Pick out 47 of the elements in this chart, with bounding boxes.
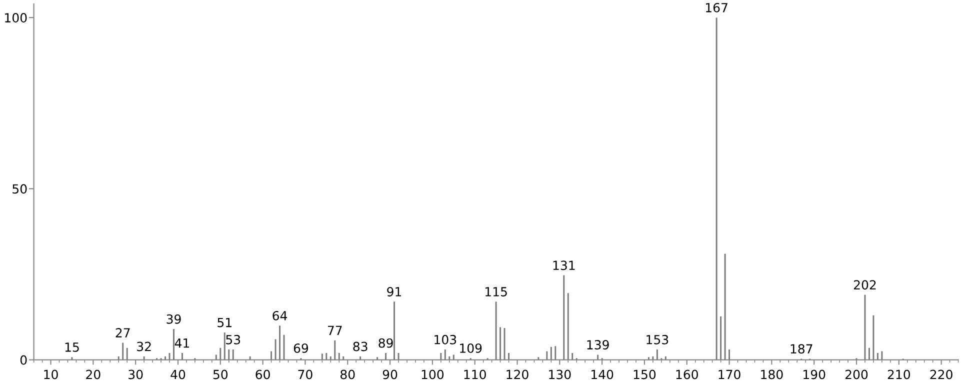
annotation: 77: [328, 326, 342, 335]
x-tick-label: 160: [676, 370, 698, 380]
annotation: 51: [218, 318, 232, 328]
x-tick-label: 190: [804, 370, 826, 380]
y-tick-label: 0: [20, 355, 27, 365]
x-tick-label: 100: [422, 370, 444, 380]
x-tick-label: 150: [634, 370, 656, 380]
annotation: 27: [116, 328, 130, 338]
annotation: 15: [65, 342, 79, 352]
x-tick-label: 170: [718, 370, 740, 380]
y-tick-label: 50: [12, 184, 27, 194]
annotation: 153: [646, 334, 668, 344]
annotation: 187: [790, 344, 812, 354]
x-tick-label: 70: [298, 370, 312, 380]
x-tick-label: 110: [464, 370, 486, 380]
annotation: 39: [166, 314, 181, 324]
annotation: 109: [460, 343, 482, 353]
x-tick-label: 50: [213, 370, 228, 380]
y-tick-label: 100: [5, 13, 27, 23]
annotation: 115: [485, 287, 507, 296]
annotation: 53: [226, 334, 240, 344]
x-tick-label: 120: [506, 370, 528, 380]
annotation: 139: [587, 340, 609, 350]
annotation: 167: [706, 2, 728, 12]
x-tick-label: 40: [170, 370, 186, 380]
annotation: 89: [378, 338, 393, 348]
annotation: 83: [353, 342, 368, 352]
annotation: 202: [854, 280, 876, 290]
x-tick-label: 20: [86, 370, 100, 380]
x-tick-label: 200: [845, 370, 868, 380]
x-tick-label: 90: [382, 370, 398, 380]
x-tick-label: 130: [549, 370, 571, 380]
annotation: 131: [553, 260, 575, 270]
x-tick-label: 140: [592, 370, 614, 380]
x-tick-label: 180: [761, 370, 783, 380]
annotation: 64: [272, 310, 288, 320]
annotation: 103: [434, 334, 456, 344]
annotation: 91: [387, 286, 402, 296]
x-tick-label: 210: [888, 370, 910, 380]
annotation: 41: [174, 338, 190, 348]
x-tick-label: 220: [930, 370, 952, 380]
x-tick-label: 60: [256, 370, 270, 380]
x-tick-label: 80: [340, 370, 355, 380]
x-tick-label: 10: [44, 370, 58, 380]
x-tick-label: 30: [128, 370, 143, 380]
annotation: 32: [137, 342, 151, 352]
annotation: 69: [294, 343, 308, 353]
